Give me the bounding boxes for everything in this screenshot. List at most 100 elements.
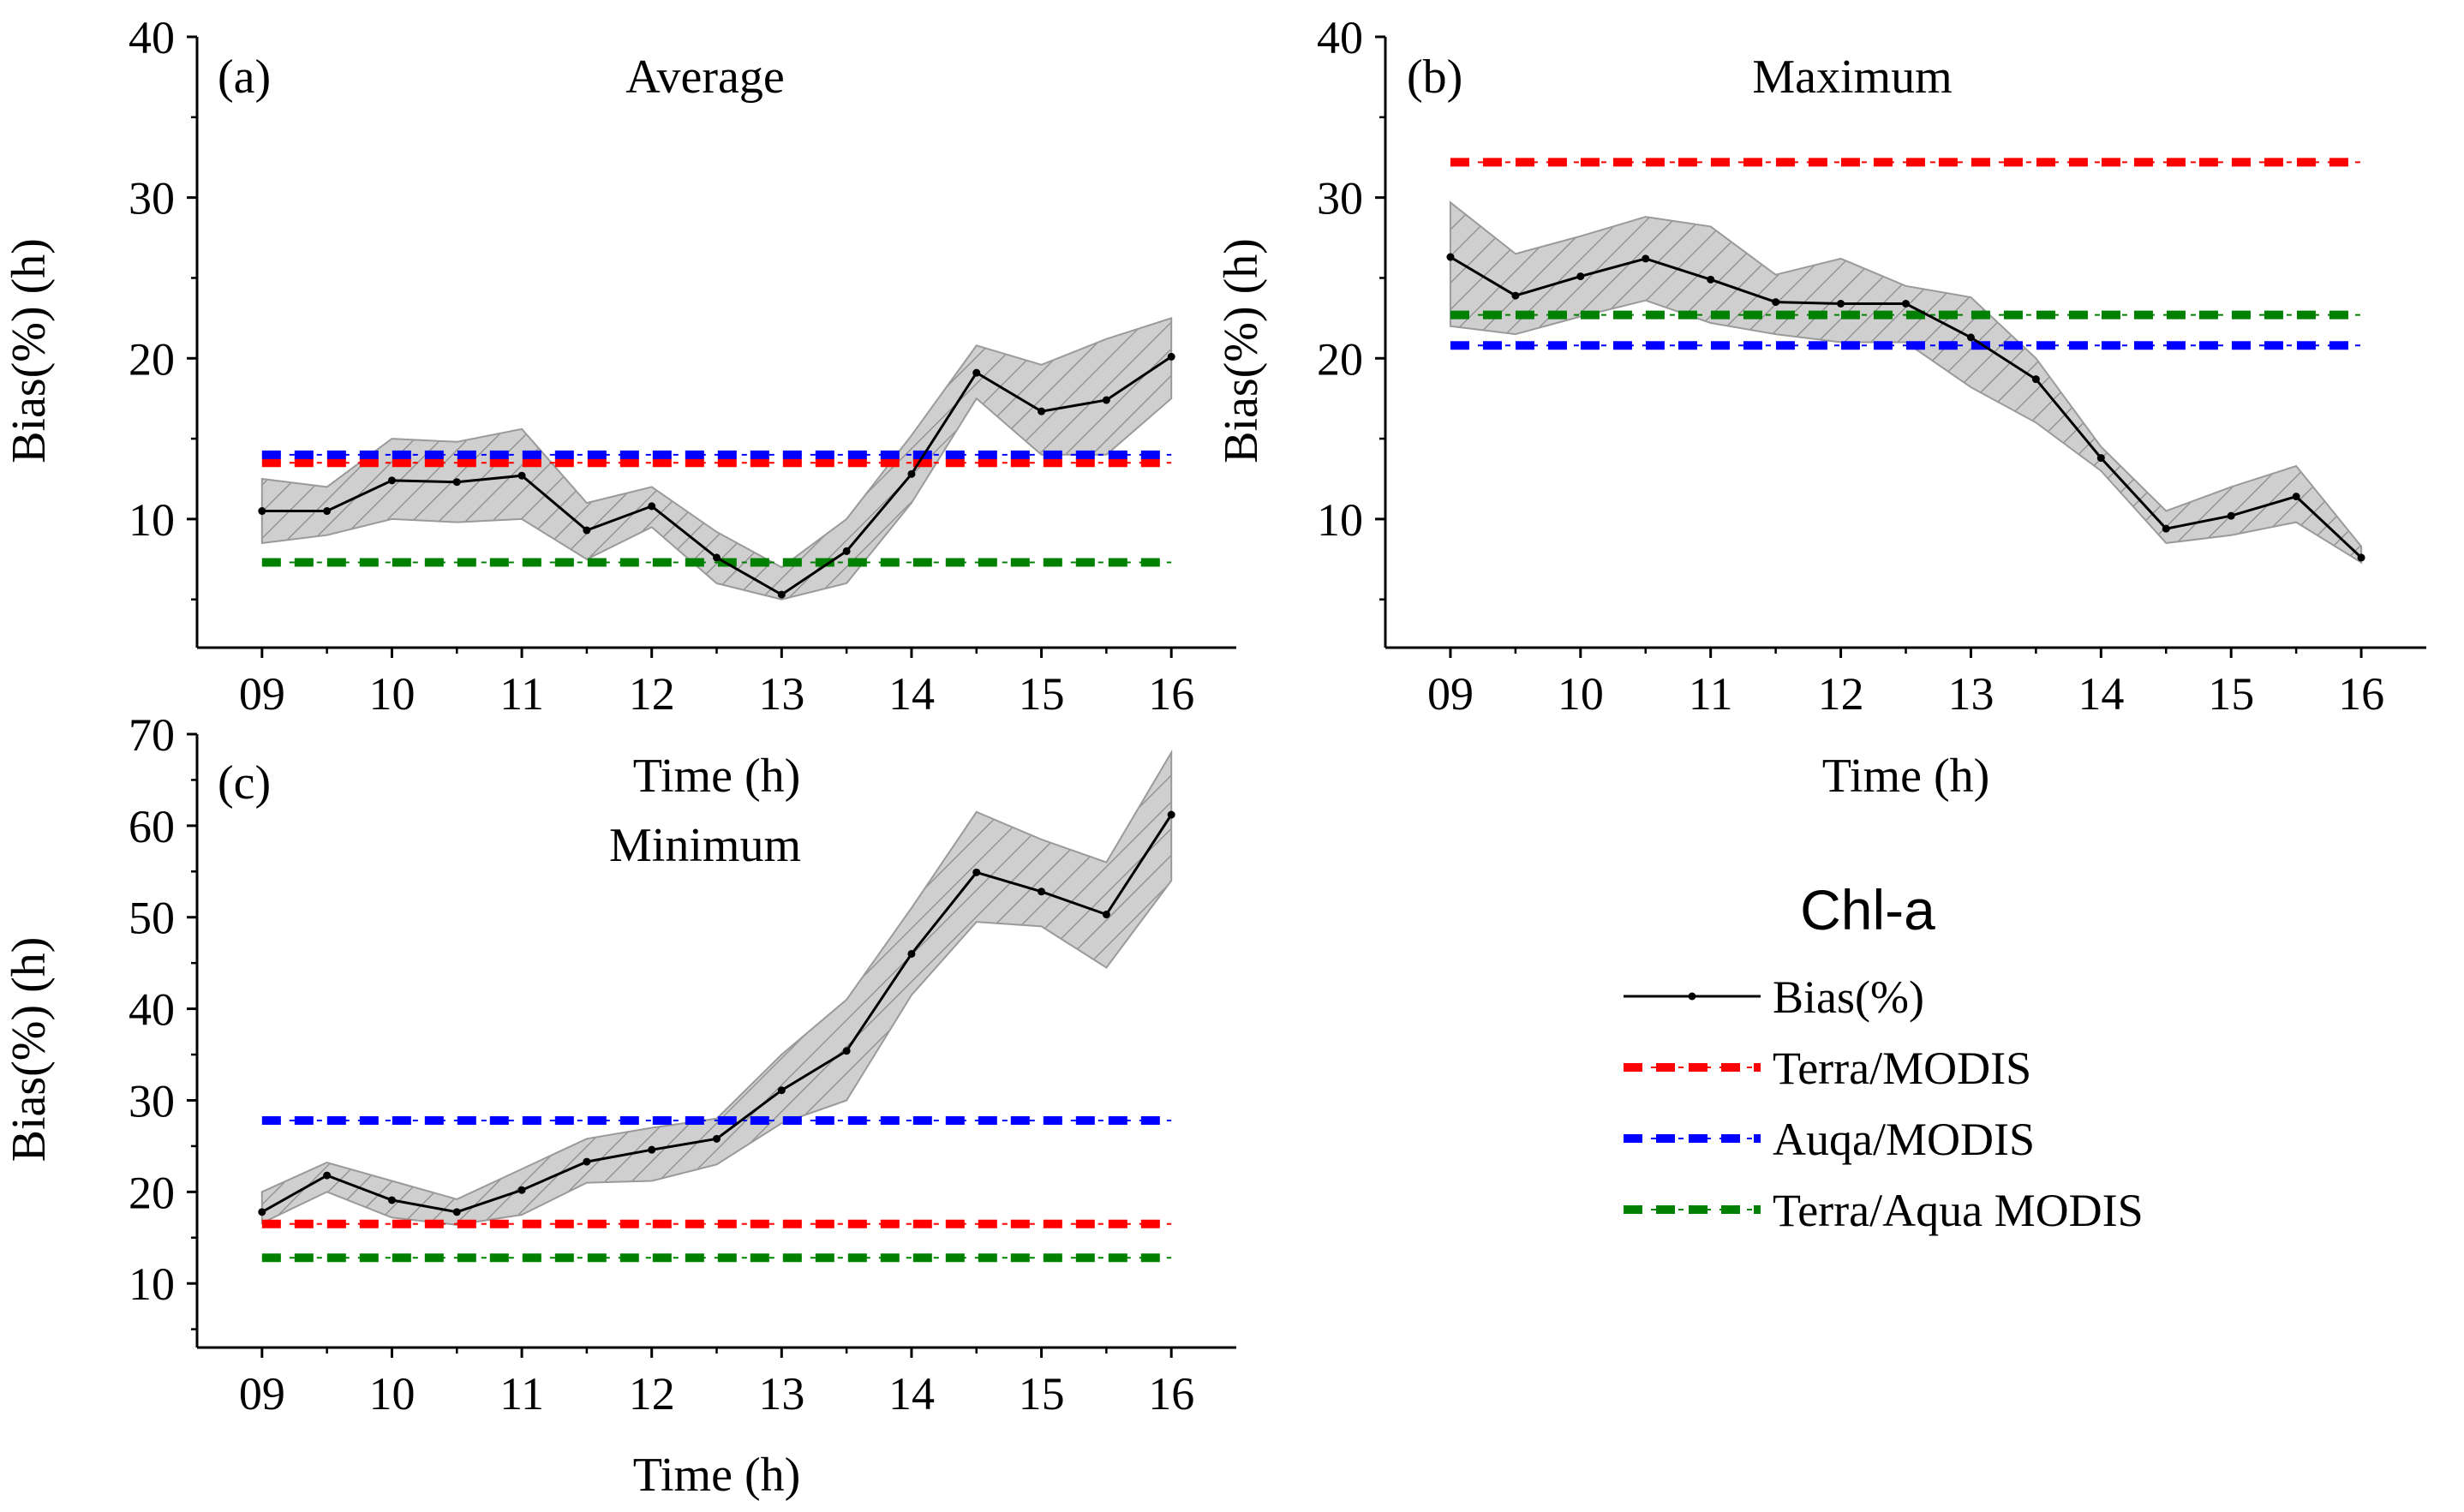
y-tick-label: 10 bbox=[129, 494, 175, 546]
x-tick-label: 15 bbox=[1019, 668, 1065, 720]
x-tick-label: 12 bbox=[1818, 668, 1864, 720]
panel-title: Minimum bbox=[609, 819, 801, 872]
y-tick-label: 40 bbox=[1317, 12, 1363, 63]
legend-label: Terra/Aqua MODIS bbox=[1773, 1185, 2144, 1236]
x-axis-label: Time (h) bbox=[633, 750, 801, 803]
y-tick-label: 70 bbox=[129, 709, 175, 761]
bias-point bbox=[1902, 299, 1910, 308]
panel-label: (b) bbox=[1407, 51, 1462, 104]
x-tick-label: 10 bbox=[368, 1368, 415, 1419]
uncertainty-band bbox=[1449, 200, 2363, 565]
legend-item-bias: Bias(%) bbox=[1624, 971, 1924, 1023]
y-tick-label: 20 bbox=[129, 333, 175, 385]
bias-point bbox=[1102, 396, 1110, 404]
bias-point bbox=[1038, 887, 1046, 896]
y-tick-label: 20 bbox=[1317, 333, 1363, 385]
y-axis-label: Bias(%) (h) bbox=[1215, 238, 1268, 463]
x-tick-label: 13 bbox=[758, 1368, 804, 1419]
bias-point bbox=[713, 553, 721, 562]
x-tick-label: 11 bbox=[499, 1368, 544, 1419]
bias-point bbox=[907, 469, 916, 478]
x-tick-label: 12 bbox=[629, 1368, 675, 1419]
bias-point bbox=[972, 368, 981, 377]
bias-point bbox=[2031, 375, 2040, 384]
bias-point bbox=[2357, 553, 2365, 562]
x-axis-label: Time (h) bbox=[633, 1449, 801, 1502]
uncertainty-band bbox=[260, 317, 1173, 601]
bias-point bbox=[1167, 810, 1175, 819]
bias-point bbox=[452, 1208, 461, 1216]
legend-item-terra-modis: Terra/MODIS bbox=[1624, 1043, 2031, 1094]
x-tick-label: 10 bbox=[1558, 668, 1604, 720]
y-tick-label: 60 bbox=[129, 801, 175, 852]
y-tick-label: 50 bbox=[129, 893, 175, 944]
bias-point bbox=[2292, 493, 2300, 501]
x-axis-label: Time (h) bbox=[1822, 750, 1990, 803]
x-tick-label: 11 bbox=[1689, 668, 1733, 720]
bias-point bbox=[648, 1145, 656, 1154]
legend-title: Chl-a bbox=[1800, 878, 1935, 941]
x-tick-label: 16 bbox=[1148, 1368, 1194, 1419]
bias-point bbox=[387, 1196, 396, 1204]
x-tick-label: 14 bbox=[888, 668, 935, 720]
y-tick-label: 30 bbox=[1317, 173, 1363, 224]
panel-title: Maximum bbox=[1752, 51, 1952, 104]
bias-point bbox=[323, 507, 332, 516]
x-tick-label: 10 bbox=[368, 668, 415, 720]
bias-point bbox=[1167, 352, 1175, 361]
bias-point bbox=[258, 507, 266, 516]
x-tick-label: 11 bbox=[499, 668, 544, 720]
bias-point bbox=[1446, 253, 1455, 261]
bias-point bbox=[777, 1086, 786, 1095]
chart-panel-3: 10 20 30 40 50 60 70 09 10 11 12 13 14 15 16 (c) Minimum… bbox=[3, 709, 1236, 1502]
y-tick-label: 40 bbox=[129, 984, 175, 1036]
bias-point bbox=[517, 471, 526, 480]
x-tick-label: 09 bbox=[1427, 668, 1474, 720]
legend-label: Bias(%) bbox=[1773, 971, 1924, 1023]
chart-panel-1: 10 20 30 40 09 10 11 12 13 14 15 16 (a) Average Time (… bbox=[3, 12, 1236, 803]
bias-point bbox=[648, 502, 656, 511]
bias-point bbox=[1576, 272, 1585, 281]
x-tick-label: 15 bbox=[2208, 668, 2254, 720]
bias-point bbox=[2096, 454, 2105, 463]
x-tick-label: 09 bbox=[239, 1368, 285, 1419]
bias-point bbox=[713, 1134, 721, 1143]
panel-title: Average bbox=[625, 51, 785, 104]
panel-label: (a) bbox=[218, 51, 271, 104]
y-tick-label: 10 bbox=[129, 1258, 175, 1310]
bias-point bbox=[1772, 298, 1780, 307]
x-tick-label: 13 bbox=[1947, 668, 1994, 720]
legend-item-terra-aqua-modis: Terra/Aqua MODIS bbox=[1624, 1185, 2144, 1236]
bias-point bbox=[583, 1157, 591, 1166]
legend-label: Terra/MODIS bbox=[1773, 1043, 2031, 1094]
bias-point bbox=[452, 478, 461, 487]
x-tick-label: 16 bbox=[1148, 668, 1194, 720]
x-tick-label: 15 bbox=[1019, 1368, 1065, 1419]
x-tick-label: 16 bbox=[2338, 668, 2384, 720]
x-tick-label: 09 bbox=[239, 668, 285, 720]
bias-point bbox=[1966, 333, 1975, 342]
x-tick-label: 12 bbox=[629, 668, 675, 720]
uncertainty-band bbox=[260, 749, 1173, 1226]
panel-label: (c) bbox=[218, 756, 271, 810]
bias-point bbox=[842, 547, 851, 555]
legend-marker bbox=[1688, 992, 1696, 1001]
y-tick-label: 20 bbox=[129, 1167, 175, 1218]
y-tick-label: 30 bbox=[129, 173, 175, 224]
bias-point bbox=[777, 590, 786, 599]
x-tick-label: 13 bbox=[758, 668, 804, 720]
bias-point bbox=[323, 1171, 332, 1180]
bias-point bbox=[1707, 275, 1715, 284]
y-tick-label: 30 bbox=[129, 1075, 175, 1127]
bias-point bbox=[1642, 254, 1650, 263]
y-axis-label: Bias(%) (h) bbox=[3, 937, 56, 1162]
bias-point bbox=[258, 1208, 266, 1216]
y-tick-label: 10 bbox=[1317, 494, 1363, 546]
x-tick-label: 14 bbox=[2078, 668, 2124, 720]
chart-panel-2: 10 20 30 40 09 10 11 12 13 14 15 16 (b) Maximum Time (… bbox=[1215, 12, 2426, 803]
bias-point bbox=[583, 526, 591, 535]
x-tick-label: 14 bbox=[888, 1368, 935, 1419]
bias-point bbox=[907, 949, 916, 958]
legend-item-auqa-modis: Auqa/MODIS bbox=[1624, 1114, 2035, 1165]
